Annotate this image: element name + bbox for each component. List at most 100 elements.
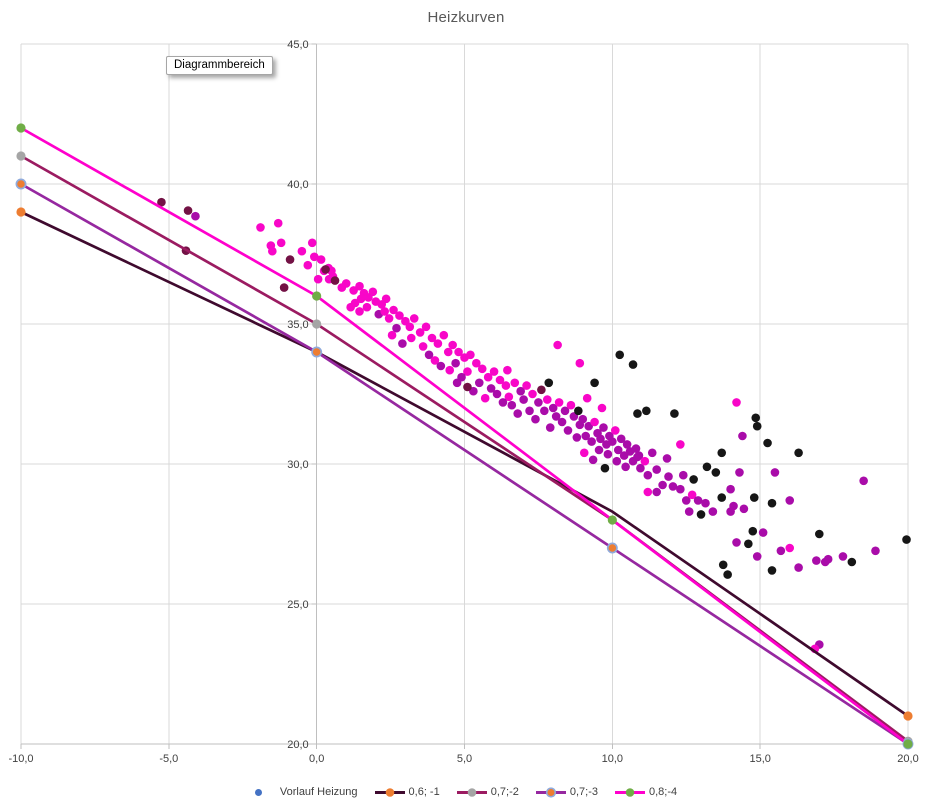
scatter-point: [279, 283, 289, 292]
series-marker: [311, 346, 323, 358]
legend-label: 0,7;-2: [490, 786, 519, 798]
chart-title[interactable]: Heizkurven: [427, 9, 505, 26]
scatter-point: [436, 361, 446, 371]
scatter-point: [563, 426, 573, 435]
scatter-point: [545, 423, 555, 432]
scatter-point: [717, 493, 727, 502]
scatter-point: [392, 323, 401, 333]
scatter-point: [443, 347, 453, 357]
scatter-point: [776, 546, 786, 556]
x-tick-label: 20,0: [897, 753, 918, 765]
scatter-point: [596, 434, 605, 444]
scatter-point: [902, 535, 911, 544]
scatter-point: [597, 403, 607, 413]
scatter-point: [273, 218, 283, 228]
scatter-point: [531, 414, 540, 424]
scatter-point: [445, 365, 455, 375]
scatter-point: [643, 470, 653, 480]
scatter-point: [522, 381, 531, 390]
scatter-point: [631, 444, 641, 453]
scatter-point: [341, 279, 351, 288]
scatter-point: [389, 305, 398, 315]
scatter-point: [785, 496, 795, 505]
scatter-point: [723, 570, 732, 579]
scatter-point: [489, 367, 499, 376]
scatter-point: [268, 246, 277, 256]
scatter-point: [693, 496, 703, 505]
scatter-point: [516, 386, 525, 396]
scatter-point: [557, 417, 567, 427]
scatter-point: [658, 480, 667, 490]
scatter-point: [838, 552, 848, 561]
scatter-point: [466, 350, 475, 360]
scatter-point: [640, 456, 650, 466]
scatter-point: [859, 476, 868, 486]
scatter-point: [676, 440, 685, 449]
series-marker: [16, 151, 26, 161]
scatter-point: [572, 433, 582, 442]
legend-item-0,8;-4[interactable]: 0,8;-4: [614, 786, 677, 798]
x-tick-label: 0,0: [309, 753, 324, 765]
scatter-point: [395, 311, 404, 320]
scatter-point: [540, 406, 549, 416]
series-marker: [607, 515, 617, 525]
y-tick-label: 35,0: [287, 319, 308, 331]
legend-item-0,7;-3[interactable]: 0,7;-3: [535, 786, 598, 798]
scatter-point: [815, 529, 824, 539]
scatter-point: [525, 406, 534, 416]
scatter-point: [380, 307, 389, 316]
y-tick-label: 45,0: [287, 39, 308, 51]
scatter-point: [748, 526, 758, 536]
scatter-point: [871, 546, 880, 556]
scatter-point: [430, 356, 440, 365]
scatter-point: [480, 393, 490, 403]
scatter-point: [664, 472, 673, 481]
scatter-point: [647, 448, 657, 458]
scatter-point: [448, 340, 457, 350]
scatter-point: [483, 372, 493, 382]
legend-label: Vorlauf Heizung: [279, 786, 358, 798]
scatter-point: [433, 339, 443, 348]
series-marker: [606, 542, 618, 554]
scatter-point: [477, 364, 487, 374]
series-marker: [903, 739, 913, 749]
scatter-point: [405, 322, 415, 332]
scatter-point: [587, 437, 596, 446]
legend-line-sample-icon: [374, 787, 405, 797]
scatter-point: [387, 330, 397, 340]
scatter-point: [406, 333, 416, 343]
legend-item-Vorlauf Heizung[interactable]: Vorlauf Heizung: [254, 786, 358, 798]
scatter-point: [588, 455, 598, 465]
scatter-point: [608, 437, 617, 446]
legend-line-sample-icon: [535, 786, 566, 798]
legend-item-0,7;-2[interactable]: 0,7;-2: [456, 786, 519, 798]
series-marker: [15, 178, 27, 190]
scatter-point: [451, 358, 460, 368]
scatter-point: [622, 440, 632, 449]
scatter-point: [684, 507, 694, 516]
scatter-point: [621, 462, 630, 472]
scatter-point: [519, 395, 528, 404]
scatter-point: [418, 342, 428, 351]
scatter-point: [183, 206, 193, 215]
scatter-point: [652, 487, 661, 497]
chart-area-tooltip: Diagrammbereich: [166, 56, 273, 75]
x-tick-label: 10,0: [602, 753, 623, 765]
scatter-point: [310, 252, 319, 262]
scatter-point: [785, 543, 795, 553]
scatter-point: [735, 468, 744, 477]
scatter-point: [726, 484, 735, 494]
scatter-point: [316, 255, 326, 264]
series-marker: [16, 123, 26, 133]
scatter-point: [501, 381, 511, 390]
scatter-point: [409, 314, 419, 323]
scatter-point: [738, 431, 747, 441]
y-tick-label: 40,0: [287, 179, 308, 191]
scatter-point: [668, 482, 678, 491]
legend-item-0,6; -1[interactable]: 0,6; -1: [374, 786, 440, 798]
scatter-point: [355, 281, 364, 291]
y-tick-label: 25,0: [287, 599, 308, 611]
scatter-point: [770, 468, 780, 477]
